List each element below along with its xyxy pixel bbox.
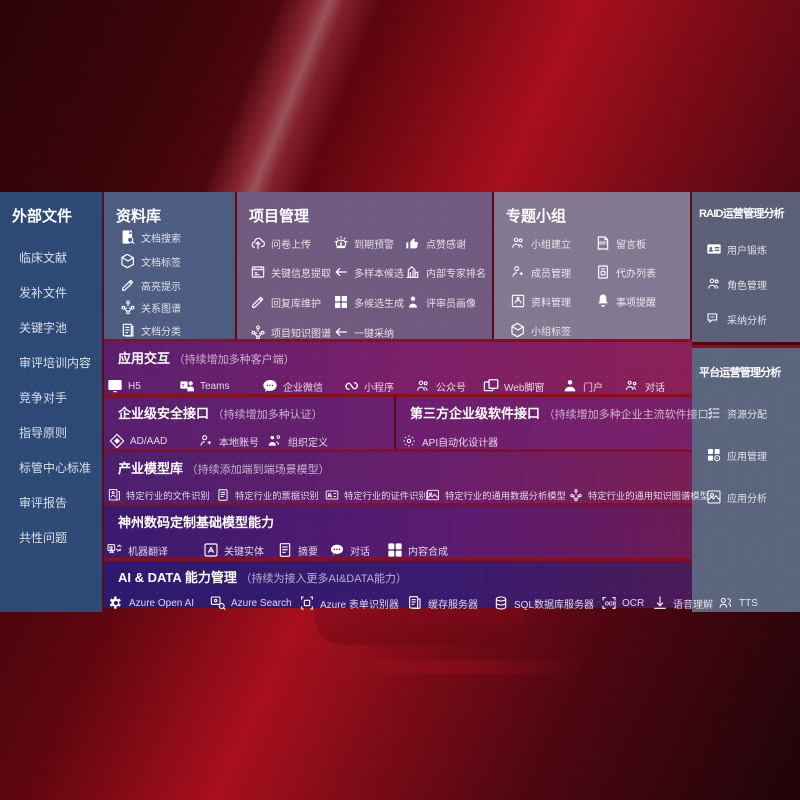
svg-text:译: 译 (109, 544, 113, 550)
svg-text:BBS: BBS (599, 241, 608, 246)
svg-text:OCR: OCR (605, 601, 617, 607)
svg-text:T: T (182, 383, 185, 388)
